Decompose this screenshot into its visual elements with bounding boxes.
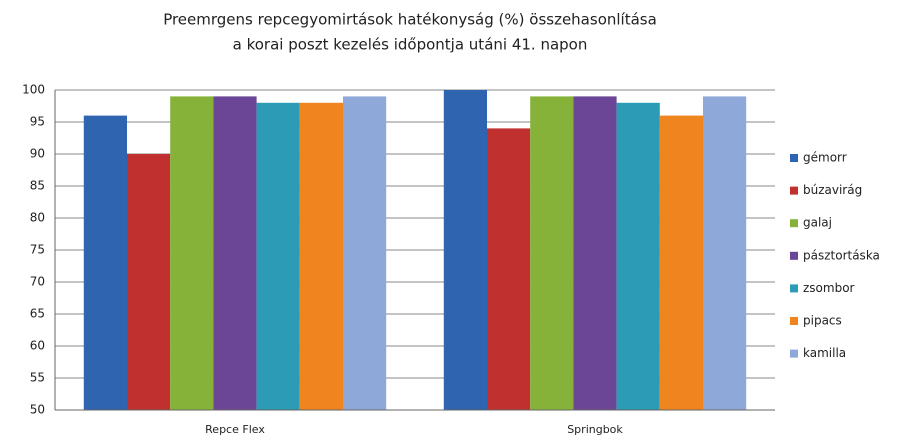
bar xyxy=(127,154,171,410)
bar xyxy=(573,96,617,411)
legend-label: zsombor xyxy=(803,281,855,295)
y-tick-label: 80 xyxy=(30,211,45,225)
y-tick-label: 100 xyxy=(22,83,45,97)
bar xyxy=(616,102,660,411)
legend-label: galaj xyxy=(803,216,832,230)
bar xyxy=(443,90,487,410)
bar xyxy=(530,96,574,411)
bar xyxy=(170,96,214,411)
legend-swatch xyxy=(790,317,798,325)
x-tick-label: Repce Flex xyxy=(205,423,265,436)
legend-swatch xyxy=(790,349,798,358)
y-tick-label: 60 xyxy=(30,339,45,353)
bar xyxy=(703,96,747,411)
chart-title: a korai poszt kezelés időpontja utáni 41… xyxy=(233,36,588,54)
y-tick-label: 55 xyxy=(30,371,45,385)
bar xyxy=(256,102,300,411)
legend-swatch xyxy=(790,251,798,260)
legend-swatch xyxy=(790,284,798,293)
y-tick-label: 65 xyxy=(30,307,45,321)
bar xyxy=(213,96,257,411)
bar xyxy=(83,115,127,410)
legend-swatch xyxy=(790,219,798,228)
legend-label: gémorr xyxy=(803,151,847,165)
bar xyxy=(343,96,387,411)
legend-swatch xyxy=(790,154,798,162)
y-tick-label: 85 xyxy=(30,179,45,193)
legend-label: búzavirág xyxy=(803,183,862,197)
bar xyxy=(299,102,343,411)
legend-label: pipacs xyxy=(803,314,842,328)
y-tick-label: 95 xyxy=(30,115,45,129)
y-tick-label: 50 xyxy=(30,403,45,417)
y-tick-label: 70 xyxy=(30,275,45,289)
bar xyxy=(659,115,703,410)
y-tick-label: 90 xyxy=(30,147,45,161)
legend-swatch xyxy=(790,186,798,195)
x-tick-label: Springbok xyxy=(567,423,623,436)
chart-title: Preemrgens repcegyomirtások hatékonyság … xyxy=(163,11,657,29)
legend-label: kamilla xyxy=(803,346,846,360)
legend-label: pásztortáska xyxy=(803,248,880,262)
y-tick-label: 75 xyxy=(30,243,45,257)
bar xyxy=(487,128,531,410)
